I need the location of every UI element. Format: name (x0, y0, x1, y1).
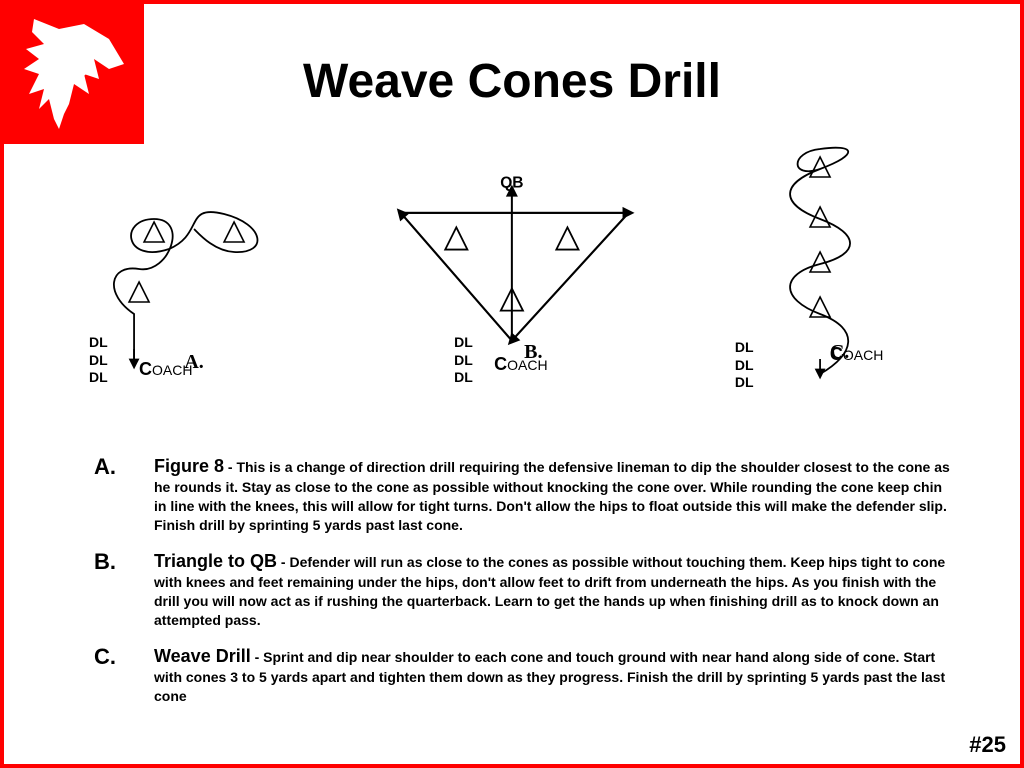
desc-letter-c: C. (94, 644, 154, 706)
diagram-a: DL DL DL A. COACH (64, 174, 324, 444)
dl-label: DL (735, 374, 754, 392)
slide-title: Weave Cones Drill (4, 54, 1020, 109)
coach-label-c: COACH (830, 344, 883, 365)
dl-label: DL (454, 352, 473, 370)
slide: Weave Cones Drill DL DL DL A. COACH (0, 0, 1024, 768)
dl-stack-c: DL DL DL (735, 339, 754, 392)
desc-body-b: Triangle to QB - Defender will run as cl… (154, 549, 950, 630)
coach-label-a: COACH (139, 359, 192, 380)
desc-letter-a: A. (94, 454, 154, 535)
diagram-row: DL DL DL A. COACH QB DL (64, 174, 960, 444)
desc-body-a: Figure 8 - This is a change of direction… (154, 454, 950, 535)
desc-body-c: Weave Drill - Sprint and dip near should… (154, 644, 950, 706)
dl-label: DL (454, 334, 473, 352)
dl-stack-b: DL DL DL (454, 334, 473, 387)
page-number: #25 (969, 732, 1006, 758)
desc-letter-b: B. (94, 549, 154, 630)
dl-label: DL (735, 357, 754, 375)
diagram-letter-a: A. (64, 351, 324, 374)
desc-a: A. Figure 8 - This is a change of direct… (94, 454, 950, 535)
dl-label: DL (454, 369, 473, 387)
diagram-letter-b: B. (524, 341, 700, 364)
descriptions: A. Figure 8 - This is a change of direct… (94, 454, 950, 720)
coach-label-b: COACH (494, 354, 547, 375)
dl-label: DL (735, 339, 754, 357)
desc-c: C. Weave Drill - Sprint and dip near sho… (94, 644, 950, 706)
dl-label: DL (89, 334, 108, 352)
diagram-c: DL DL DL C. COACH (700, 174, 960, 444)
svg-text:QB: QB (500, 174, 523, 191)
diagram-b: QB DL DL DL B. COACH (324, 174, 700, 444)
desc-b: B. Triangle to QB - Defender will run as… (94, 549, 950, 630)
